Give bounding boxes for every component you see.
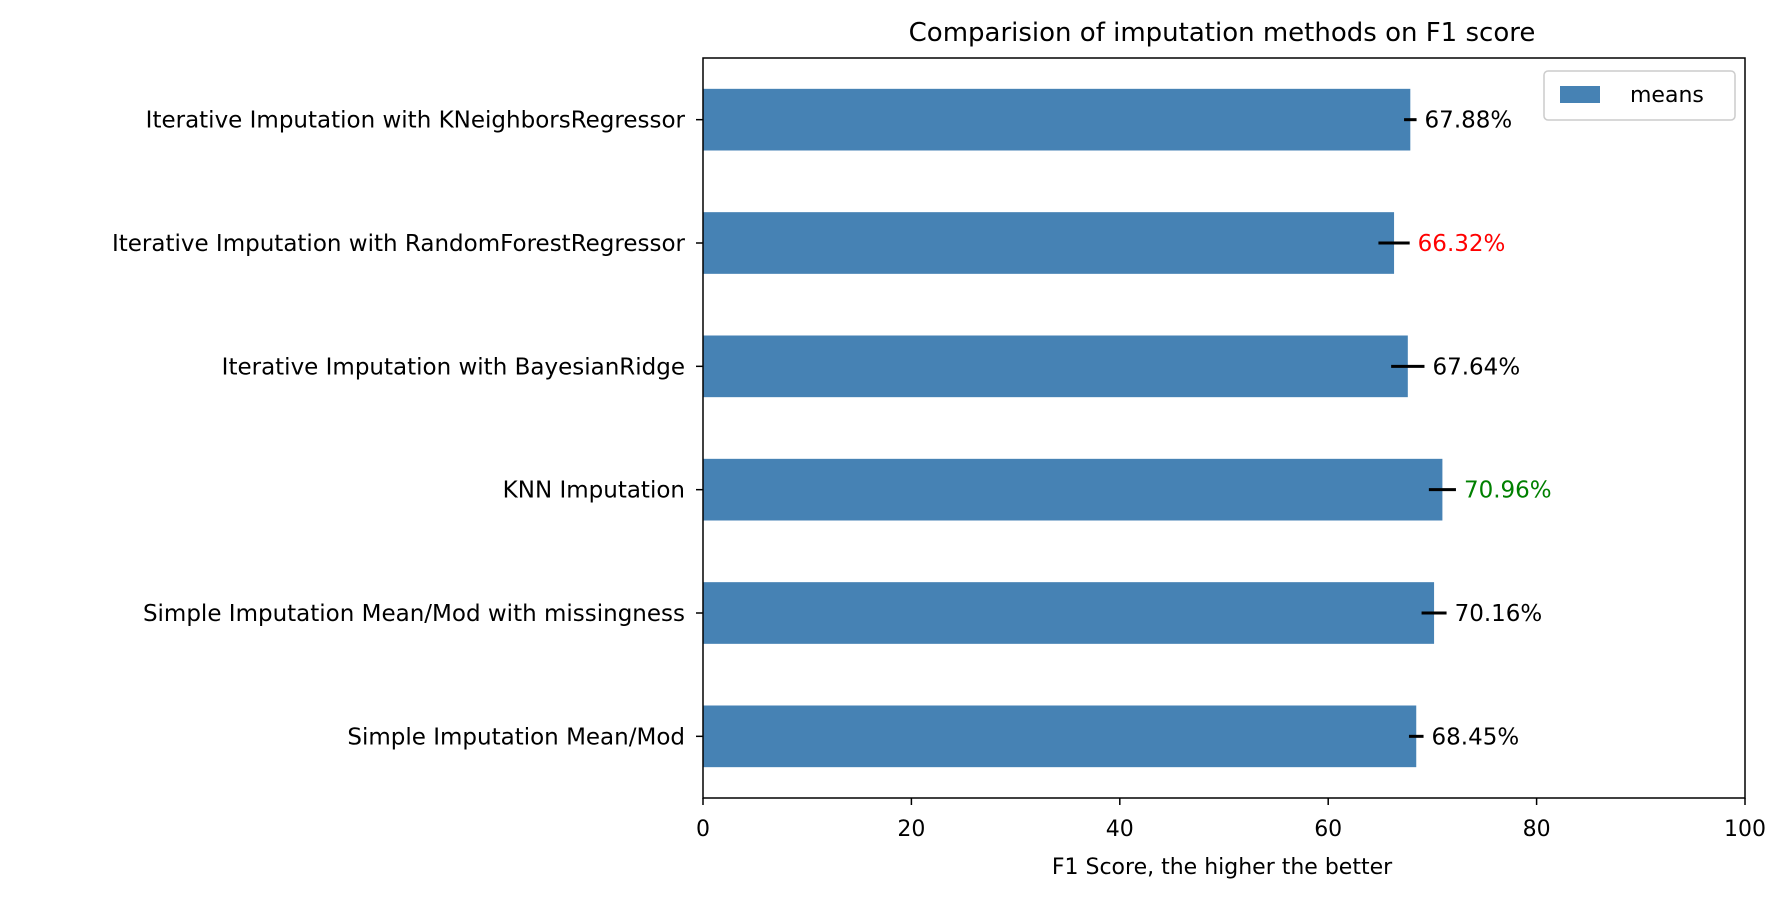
bar-2 [703,212,1395,274]
data-label-5: 70.16% [1455,601,1543,627]
plot-area: 67.88% Iterative Imputation with KNeighbo… [112,57,1766,842]
x-tick-label-2: 20 [897,817,925,842]
bar-4 [703,458,1443,521]
data-label-6: 68.45% [1432,724,1520,750]
data-label-4: 70.96% [1464,478,1552,504]
data-label-2: 66.32% [1418,231,1506,257]
y-tick-label-2: Iterative Imputation with RandomForestRe… [112,231,686,257]
data-label-3: 67.64% [1432,354,1520,380]
bar-6 [703,705,1417,768]
y-tick-label-3: Iterative Imputation with BayesianRidge [222,354,685,380]
y-tick-label-1: Iterative Imputation with KNeighborsRegr… [146,108,686,134]
bar-3 [703,335,1408,398]
legend: means [1543,70,1736,121]
legend-frame [1543,70,1736,121]
x-tick-label-6: 100 [1724,817,1766,842]
legend-swatch [1560,86,1600,103]
x-tick-label-4: 60 [1314,817,1342,842]
x-tick-label-3: 40 [1106,817,1134,842]
chart-title: Comparision of imputation methods on F1 … [909,18,1536,48]
x-tick-label-1: 0 [696,817,710,842]
bar-5 [703,582,1435,644]
axes-frame [702,57,1746,799]
y-tick-label-6: Simple Imputation Mean/Mod [347,724,685,750]
y-tick-label-4: KNN Imputation [503,478,685,504]
bar-1 [703,88,1411,151]
y-tick-label-5: Simple Imputation Mean/Mod with missingn… [143,601,685,627]
data-label-1: 67.88% [1425,108,1513,134]
x-axis-label: F1 Score, the higher the better [1052,855,1393,880]
legend-entry-means: means [1630,83,1704,108]
x-tick-label-5: 80 [1523,817,1551,842]
